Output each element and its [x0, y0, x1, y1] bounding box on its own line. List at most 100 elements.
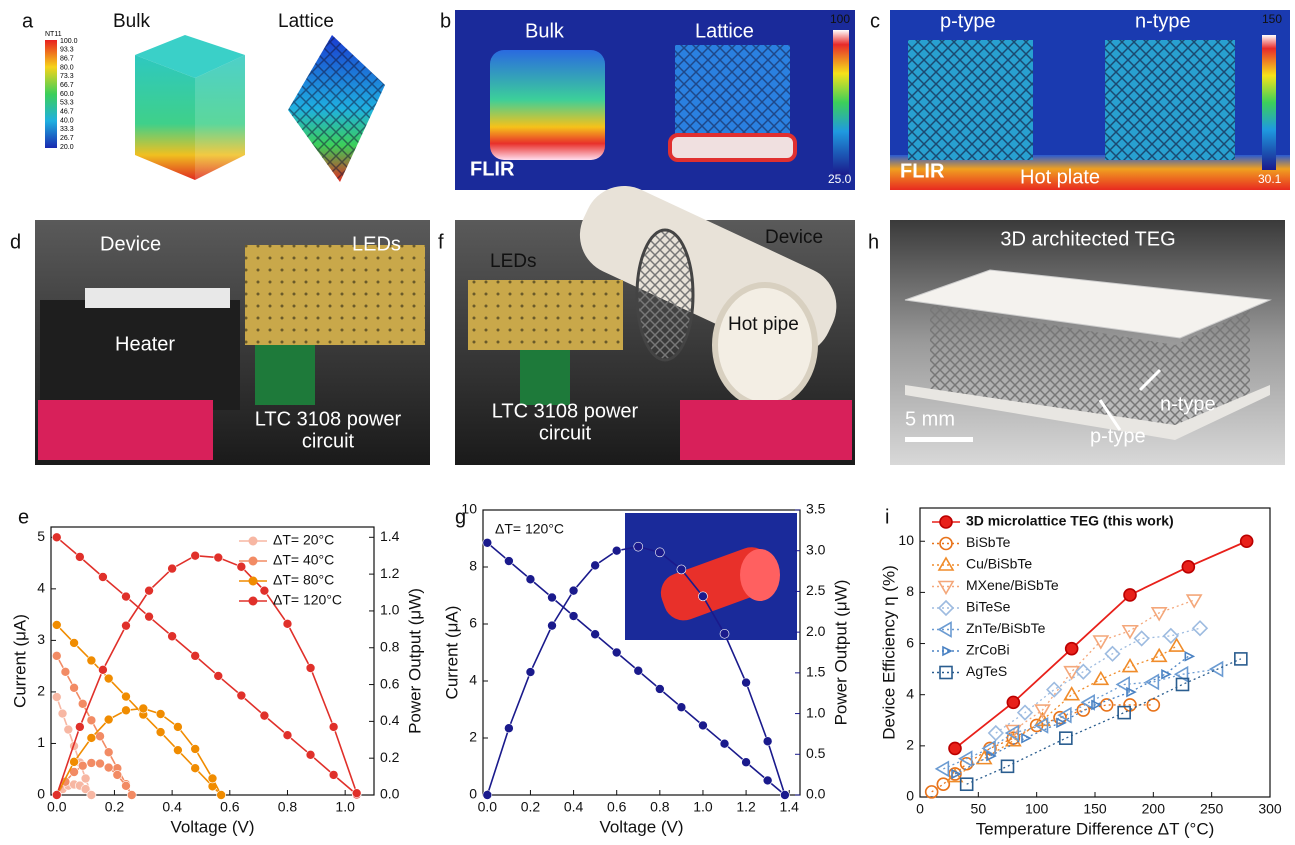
- x-axis-title: Voltage (V): [170, 817, 254, 836]
- marker: [1187, 595, 1201, 607]
- y-tick-label: 2: [37, 683, 45, 699]
- current-point: [677, 703, 686, 712]
- legend-label: MXene/BiSbTe: [966, 577, 1059, 593]
- label: p-type: [940, 10, 996, 32]
- circuit: [520, 350, 570, 405]
- label: Bulk: [113, 11, 150, 32]
- y2-tick-label: 0.0: [806, 786, 826, 802]
- x-tick-label: 0.0: [47, 799, 67, 815]
- current-point: [548, 593, 557, 602]
- power-point: [237, 562, 246, 571]
- current-point: [52, 620, 61, 629]
- power-point: [780, 791, 789, 800]
- label: Lattice: [278, 11, 334, 32]
- legend-label: AgTeS: [966, 663, 1007, 679]
- power-point: [139, 704, 148, 713]
- y2-tick-label: 0.6: [380, 675, 400, 691]
- marker: [939, 582, 953, 594]
- annotation: ΔT= 120°C: [495, 521, 564, 537]
- marker: [949, 742, 961, 754]
- scale-min: 30.1: [1258, 172, 1282, 186]
- current-point: [329, 770, 338, 779]
- panel-label: e: [18, 506, 29, 528]
- x-axis-title: Voltage (V): [599, 817, 683, 836]
- panel-label: i: [885, 506, 889, 528]
- circuit: [255, 345, 315, 405]
- label: n-type: [1160, 393, 1216, 415]
- y2-tick-label: 3.5: [806, 501, 826, 517]
- power-point: [168, 564, 177, 573]
- y-tick-label: 6: [906, 634, 914, 650]
- lattice-ring: [637, 230, 693, 360]
- current-point: [655, 684, 664, 693]
- y-tick-label: 8: [906, 583, 914, 599]
- y2-tick-label: 3.0: [806, 541, 826, 557]
- y-tick-label: 2: [906, 737, 914, 753]
- power-point: [104, 715, 113, 724]
- pipe-end: [715, 285, 815, 405]
- current-point: [612, 648, 621, 657]
- power-point: [569, 586, 578, 595]
- brand: FLIR: [470, 158, 515, 180]
- current-point: [64, 725, 73, 734]
- y2-tick-label: 0.2: [380, 749, 400, 765]
- marker: [1066, 643, 1078, 655]
- power-point: [191, 744, 200, 753]
- marker: [937, 778, 949, 790]
- legend-label: ZnTe/BiSbTe: [966, 620, 1046, 636]
- current-point: [121, 692, 130, 701]
- power-point: [127, 791, 136, 800]
- power-point: [655, 548, 664, 557]
- label: n-type: [1135, 10, 1191, 32]
- power-point: [720, 629, 729, 638]
- x-tick-label: 1.2: [736, 799, 756, 815]
- marker: [1193, 621, 1207, 635]
- colorbar-label: 60.0: [60, 91, 74, 98]
- legend-marker: [249, 537, 258, 546]
- legend-label: ΔT= 120°C: [273, 592, 342, 608]
- power-point: [504, 724, 513, 733]
- bulk-glow: [490, 50, 605, 160]
- x-tick-label: 0.0: [478, 799, 498, 815]
- lattice-struts: [288, 35, 385, 182]
- label: Hot plate: [1020, 166, 1100, 188]
- colorbar-title: NT11: [45, 31, 62, 38]
- power-point: [98, 665, 107, 674]
- y-tick-label: 4: [906, 685, 914, 701]
- power-point: [329, 722, 338, 731]
- current-point: [483, 538, 492, 547]
- x-tick-label: 0.6: [607, 799, 627, 815]
- current-point: [742, 758, 751, 767]
- power-point: [283, 619, 292, 628]
- panel-label: b: [440, 10, 451, 32]
- x-tick-label: 50: [971, 801, 987, 817]
- colorbar-labels: 100.093.386.780.073.366.760.053.346.740.…: [60, 38, 78, 151]
- y-tick-label: 10: [461, 501, 477, 517]
- y-tick-label: 5: [37, 528, 45, 544]
- legend-label: ΔT= 20°C: [273, 532, 334, 548]
- power-point: [191, 551, 200, 560]
- marker: [1241, 535, 1253, 547]
- y2-tick-label: 2.5: [806, 582, 826, 598]
- lattice-base: [670, 135, 795, 160]
- power-point: [677, 565, 686, 574]
- current-point: [78, 699, 87, 708]
- current-point: [58, 709, 67, 718]
- legend-marker: [249, 577, 258, 586]
- current-point: [52, 533, 61, 542]
- marker: [940, 516, 952, 528]
- x-tick-label: 100: [1025, 801, 1049, 817]
- y2-tick-label: 0.8: [380, 638, 400, 654]
- y2-tick-label: 1.0: [380, 602, 400, 618]
- y-tick-label: 4: [37, 580, 45, 596]
- y-tick-label: 8: [469, 558, 477, 574]
- current-point: [156, 728, 165, 737]
- power-point: [75, 722, 84, 731]
- y-tick-label: 0: [37, 786, 45, 802]
- current-point: [698, 721, 707, 730]
- marker: [1002, 760, 1014, 772]
- power-point: [78, 761, 87, 770]
- current-point: [168, 632, 177, 641]
- x-tick-label: 0.4: [564, 799, 584, 815]
- label: Bulk: [525, 20, 565, 42]
